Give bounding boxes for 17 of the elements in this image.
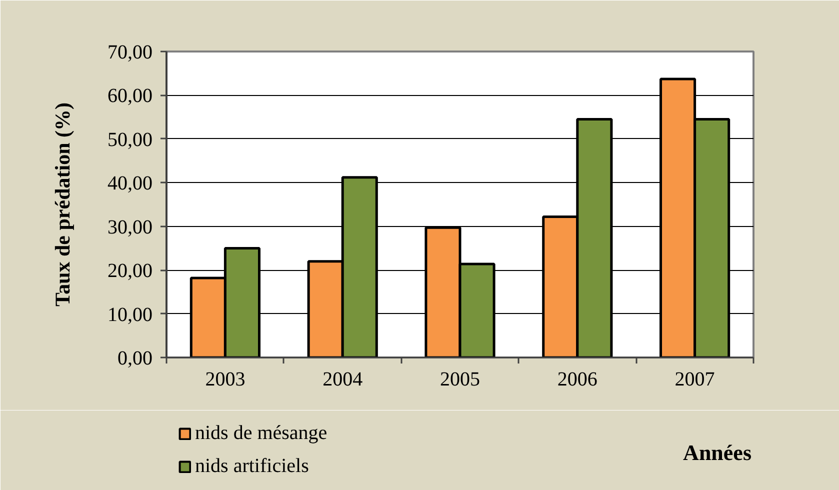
x-tick-label: 2006 — [557, 368, 598, 390]
y-tick-label: 50,00 — [108, 128, 152, 151]
y-tick-label: 0,00 — [118, 348, 152, 370]
x-tick-label: 2003 — [205, 368, 246, 390]
y-tick-label: 70,00 — [108, 42, 152, 64]
x-tick-label: 2005 — [440, 368, 480, 390]
y-tick-label: 20,00 — [108, 260, 152, 282]
y-tick-label: 60,00 — [108, 85, 152, 108]
legend-label: nids de mésange — [195, 422, 328, 445]
y-tick-label: 10,00 — [108, 304, 152, 326]
x-axis-title: Années — [683, 440, 752, 465]
y-tick-label: 40,00 — [108, 172, 152, 195]
y-axis-title: Taux de prédation (%) — [50, 102, 74, 306]
x-tick-label: 2007 — [674, 368, 715, 390]
legend-label: nids artificiels — [195, 455, 309, 478]
y-tick-label: 30,00 — [108, 216, 152, 238]
x-tick-label: 2004 — [322, 368, 363, 390]
